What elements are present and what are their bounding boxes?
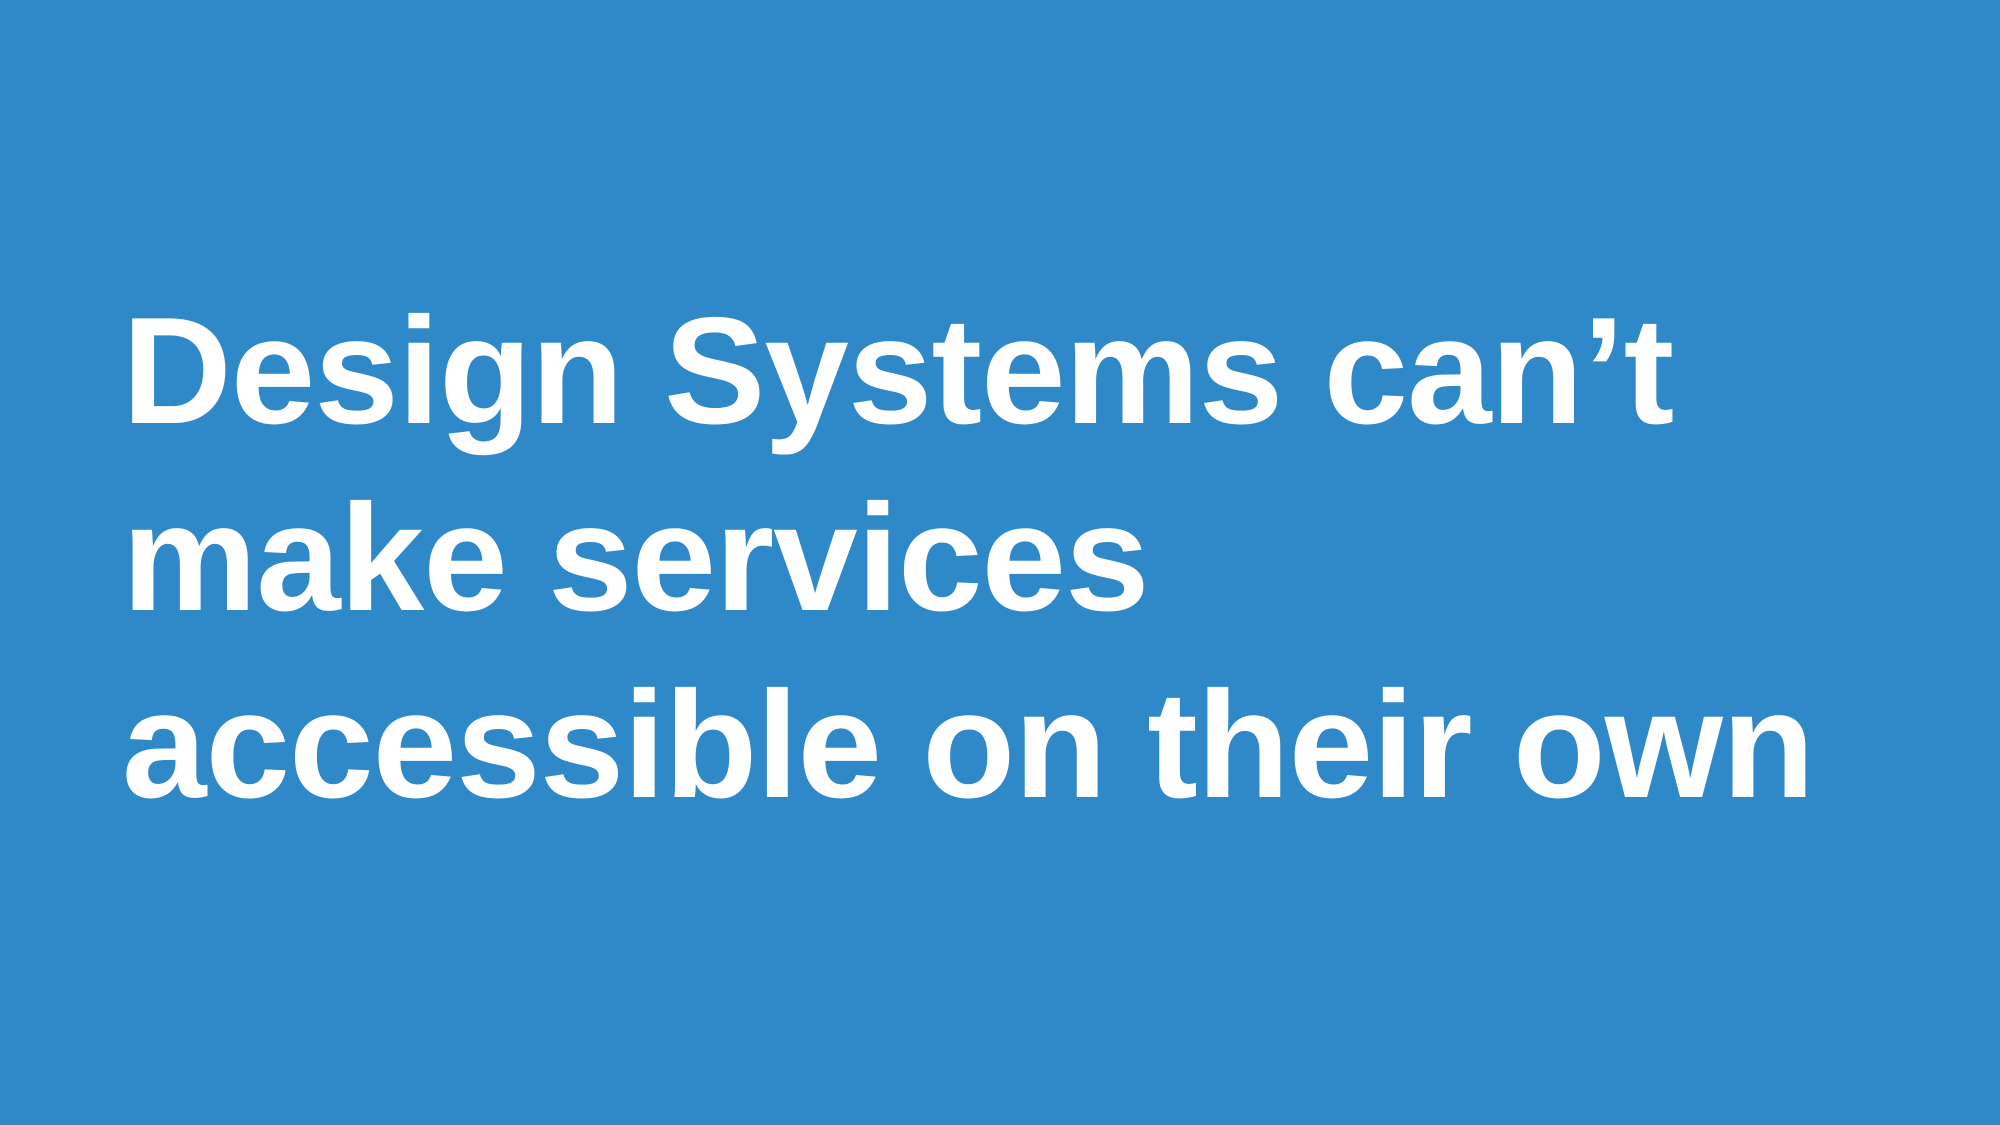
headline-line-3: accessible on their own (122, 660, 1815, 830)
headline-line-2: make services (122, 473, 1150, 643)
slide-headline: Design Systems can’t make services acces… (122, 278, 1815, 839)
headline-line-1: Design Systems can’t (122, 286, 1674, 456)
